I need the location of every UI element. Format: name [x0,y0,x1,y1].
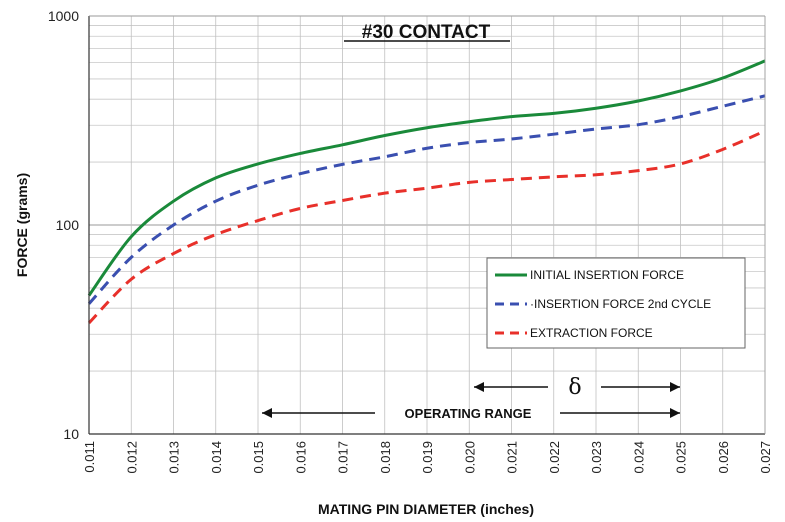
x-tick-label: 0.022 [547,441,562,474]
y-tick-label: 100 [56,217,80,233]
y-tick-label: 1000 [48,8,79,24]
series-line-extraction [87,129,766,324]
chart-title: #30 CONTACT [362,22,491,43]
series-layer [87,59,766,324]
x-tick-label: 0.017 [336,441,351,474]
operating-range-annotation: OPERATING RANGE [262,406,680,421]
legend: INITIAL INSERTION FORCE ·INSERTION FORCE… [486,257,746,349]
x-tick-label: 0.018 [378,441,393,474]
delta-arrow-right-head [670,382,680,392]
x-tick-label: 0.013 [167,441,182,474]
series-line-initial-insertion [87,59,766,297]
x-tick-label: 0.023 [589,441,604,474]
legend-label-extraction: EXTRACTION FORCE [530,326,653,340]
operating-range-label: OPERATING RANGE [405,406,532,421]
delta-arrow-left-head [474,382,484,392]
x-tick-label: 0.027 [758,441,773,474]
y-axis-label: FORCE (grams) [14,173,30,277]
x-axis-label: MATING PIN DIAMETER (inches) [318,501,534,517]
legend-box [486,257,746,349]
x-tick-label: 0.011 [82,441,97,473]
legend-label-second-cycle-text: INSERTION FORCE 2nd CYCLE [534,297,711,311]
x-tick-label: 0.019 [420,441,435,474]
operating-range-arrow-left-head [262,408,272,418]
x-tick-label: 0.012 [124,441,139,474]
tick-labels: 10 100 1000 0.011 0.012 0.013 0.014 0.015 0.016 0… [48,8,773,474]
x-tick-label: 0.025 [674,441,689,474]
series-line-second-cycle [87,94,766,305]
axes [88,15,766,435]
y-tick-label: 10 [63,426,79,442]
legend-label-initial-insertion: INITIAL INSERTION FORCE [530,268,684,282]
x-tick-label: 0.026 [716,441,731,474]
operating-range-arrow-right-head [670,408,680,418]
delta-annotation: δ [474,375,680,400]
x-tick-label: 0.015 [251,441,266,474]
x-tick-label: 0.016 [293,441,308,474]
delta-label: δ [568,375,581,400]
grid [88,15,766,435]
x-tick-label: 0.020 [462,441,477,474]
legend-label-second-cycle: ·INSERTION FORCE 2nd CYCLE [530,297,711,311]
x-tick-label: 0.021 [505,441,520,474]
x-tick-label: 0.014 [209,441,224,474]
x-tick-label: 0.024 [631,441,646,474]
